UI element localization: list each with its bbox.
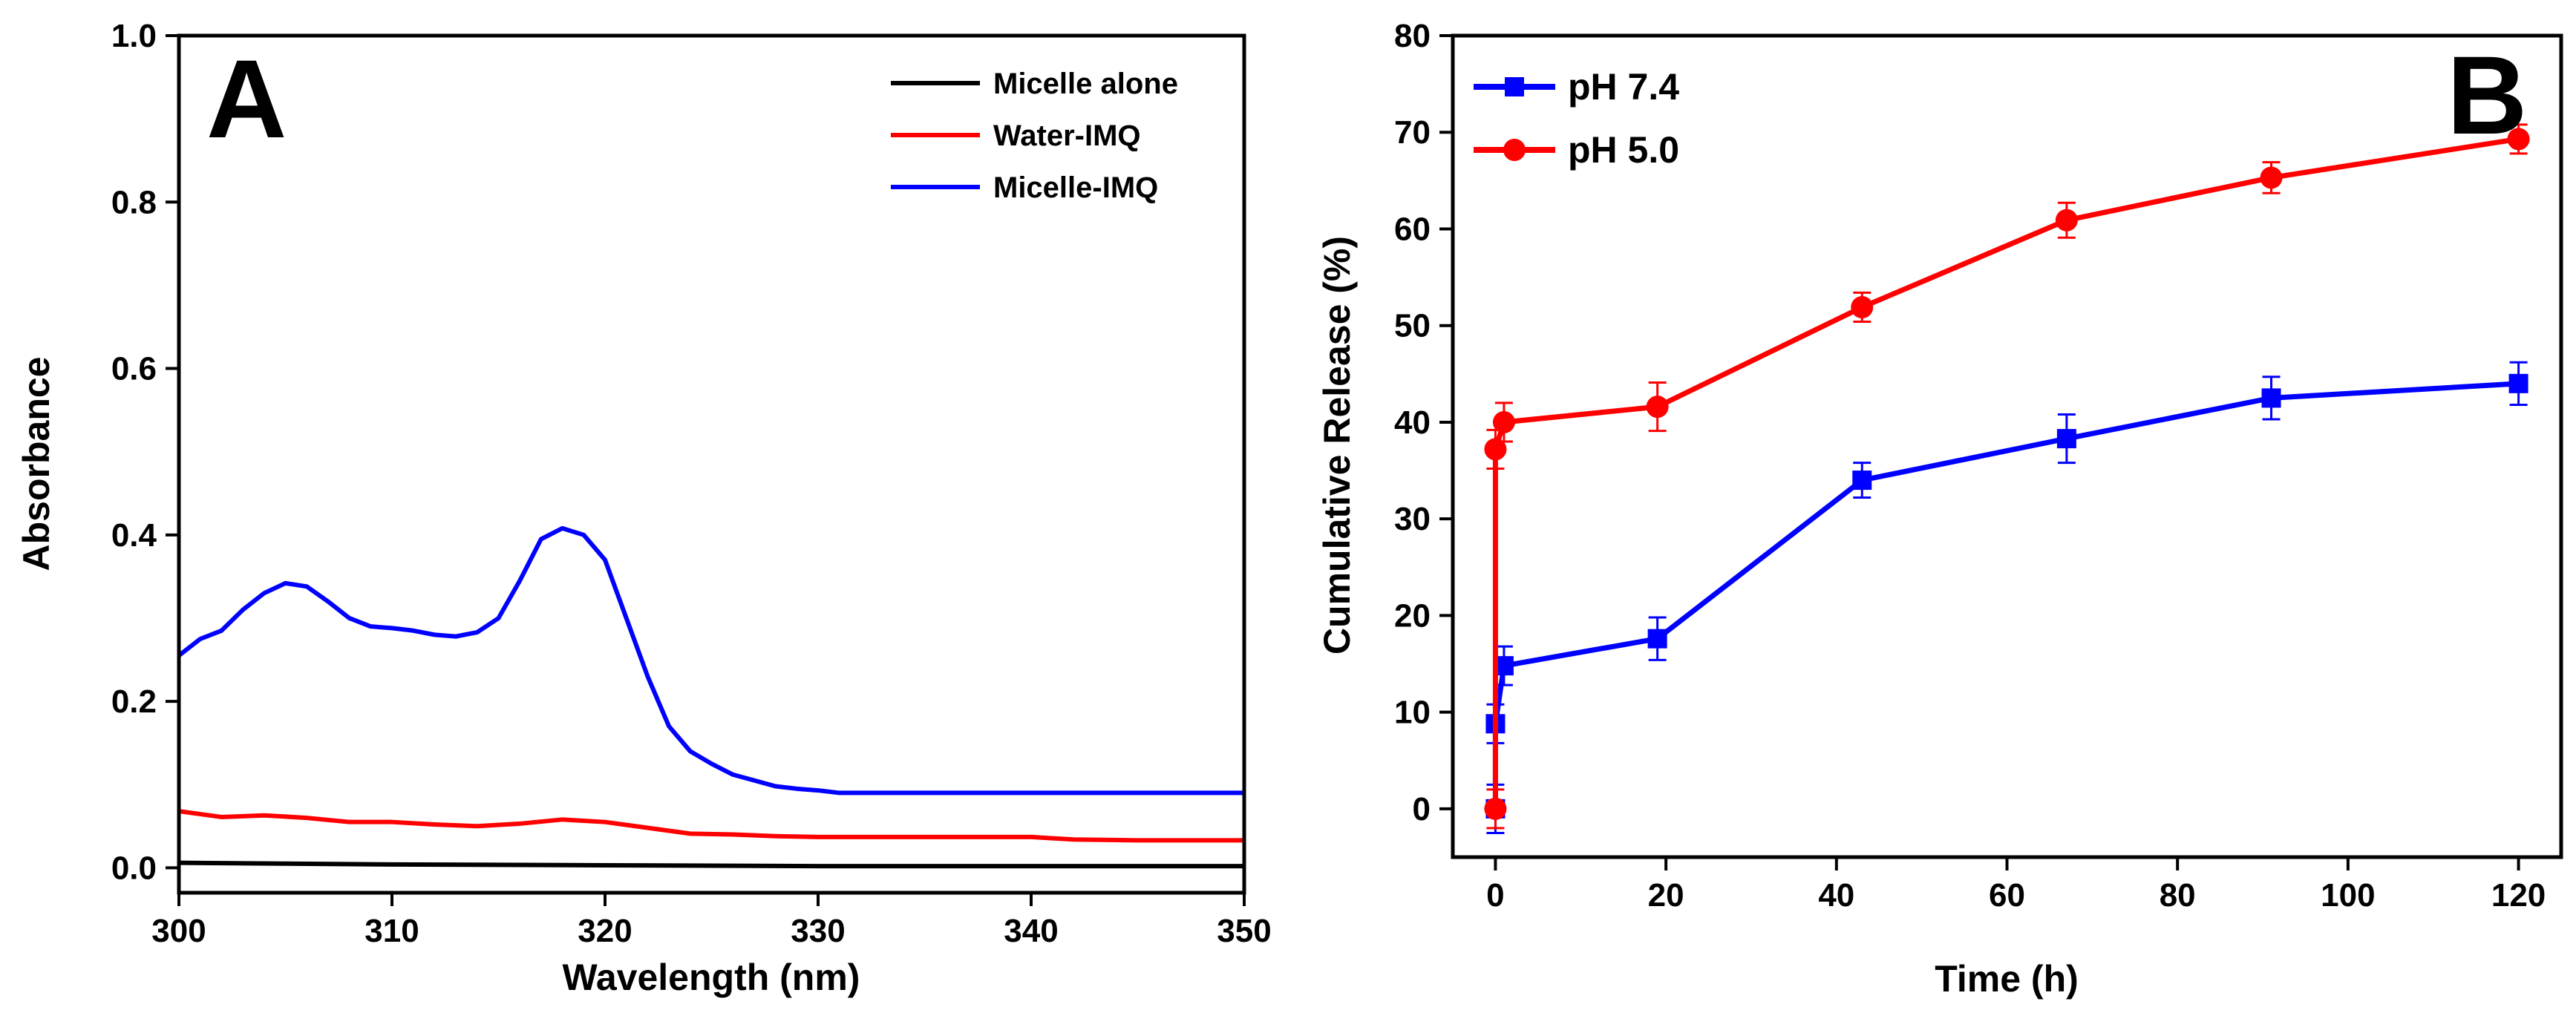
chart-b-x-tick-label: 60 (1989, 877, 2025, 914)
chart-b-legend: pH 7.4 pH 5.0 (1474, 66, 1679, 171)
chart-b-series-ph-5-0-point (2507, 128, 2530, 151)
chart-a-y-tick-label: 0.6 (111, 351, 157, 387)
chart-a-y-tick-label: 1.0 (111, 18, 157, 54)
chart-a-x-axis-label: Wavelength (nm) (563, 957, 860, 998)
chart-b-plot-area (1484, 123, 2530, 834)
chart-b: 0 20 40 60 80 100 120 0 10 20 30 40 50 60 70 80 B Time … (1316, 18, 2563, 1000)
chart-b-y-tick-label: 30 (1394, 501, 1431, 537)
chart-a-y-tick-label: 0.0 (111, 850, 157, 886)
chart-b-x-tick-label: 100 (2321, 877, 2375, 914)
chart-b-series-group (1484, 123, 2530, 834)
chart-b-series-ph-5-0-point (1646, 396, 1669, 419)
chart-b-series-ph-5-0-point (2055, 209, 2078, 232)
chart-b-series-ph-5-0-line (1492, 136, 2520, 809)
chart-a-y-tick-label: 0.2 (111, 683, 157, 720)
chart-a-series-water-imq-line (179, 809, 1244, 843)
legend-a-label-micelle-imq: Micelle-IMQ (993, 171, 1158, 204)
chart-b-x-tick-label: 40 (1818, 877, 1854, 914)
chart-b-y-tick-label: 20 (1394, 597, 1431, 634)
legend-a-label-water-imq: Water-IMQ (993, 119, 1141, 152)
chart-b-x-tick-label: 0 (1486, 877, 1504, 914)
chart-a-y-axis-label: Absorbance (16, 357, 57, 571)
chart-a-x-tick-label: 350 (1217, 913, 1271, 949)
chart-a: 300 310 320 330 340 350 0.0 0.2 0.4 0.6 0.8 1.0 A W… (16, 18, 1272, 998)
chart-b-y-tick-label: 80 (1394, 18, 1431, 54)
chart-a-x-tick-label: 340 (1004, 913, 1058, 949)
chart-b-x-tick-label: 120 (2491, 877, 2546, 914)
chart-b-series-ph-5-0-point (1484, 438, 1507, 461)
chart-b-panel-label: B (2447, 33, 2527, 157)
chart-b-y-tick-label: 60 (1394, 211, 1431, 247)
chart-a-y-tick-label: 0.8 (111, 184, 157, 220)
chart-a-x-tick-label: 310 (365, 913, 419, 949)
chart-b-series-ph-5-0-point (1484, 797, 1507, 820)
chart-b-series-ph-7-4-point (2056, 429, 2076, 449)
chart-b-x-tick-label: 80 (2160, 877, 2196, 914)
chart-a-x-tick-label: 330 (791, 913, 845, 949)
chart-a-plot-area (179, 525, 1244, 869)
legend-b-marker-ph50 (1503, 139, 1526, 161)
chart-b-series-ph-7-4-point (1647, 629, 1667, 649)
chart-a-series-micelle-alone-line (179, 860, 1244, 869)
legend-b-marker-ph74 (1505, 77, 1524, 96)
chart-a-legend: Micelle alone Water-IMQ Micelle-IMQ (891, 68, 1178, 204)
chart-a-x-tick-label: 300 (151, 913, 206, 949)
chart-b-x-tick-label: 20 (1648, 877, 1684, 914)
chart-b-x-axis-label: Time (h) (1935, 958, 2079, 1000)
chart-b-y-tick-label: 70 (1394, 114, 1431, 151)
chart-a-series-micelle-imq-line (179, 525, 1244, 796)
legend-b-label-ph74: pH 7.4 (1568, 66, 1679, 108)
chart-b-series-ph-5-0-point (1492, 410, 1515, 433)
chart-b-y-axis-label: Cumulative Release (%) (1316, 236, 1358, 655)
chart-a-series-group (179, 525, 1244, 869)
chart-b-series-ph-7-4-point (2508, 373, 2528, 393)
chart-b-y-tick-label: 10 (1394, 695, 1431, 731)
chart-b-series-ph-7-4-point (2261, 388, 2281, 408)
legend-a-label-micelle-alone: Micelle alone (993, 68, 1178, 100)
chart-b-y-tick-label: 50 (1394, 308, 1431, 344)
chart-a-frame (177, 33, 1246, 895)
chart-a-ticks: 300 310 320 330 340 350 0.0 0.2 0.4 0.6 0.8 1.0 (111, 18, 1272, 949)
chart-b-ticks: 0 20 40 60 80 100 120 0 10 20 30 40 50 60 70 80 (1394, 18, 2546, 914)
chart-b-y-tick-label: 40 (1394, 404, 1431, 441)
chart-a-y-tick-label: 0.4 (111, 517, 157, 554)
chart-a-x-tick-label: 320 (578, 913, 632, 949)
legend-b-label-ph50: pH 5.0 (1568, 129, 1679, 171)
chart-b-y-tick-label: 0 (1413, 791, 1431, 827)
chart-b-series-ph-7-4-line (1492, 381, 2519, 809)
chart-b-series-ph-5-0-point (1851, 295, 1874, 318)
chart-b-series-ph-5-0-point (2260, 166, 2283, 189)
chart-b-series-ph-7-4-point (1852, 470, 1872, 491)
chart-a-panel-label: A (206, 36, 287, 161)
